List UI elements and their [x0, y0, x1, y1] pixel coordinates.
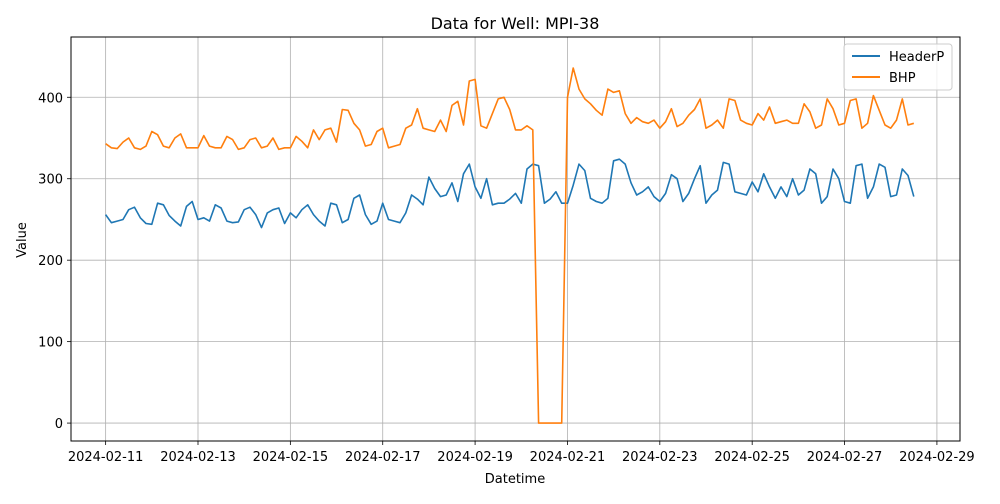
legend-label-bhp: BHP	[889, 71, 916, 86]
x-tick-label: 2024-02-13	[160, 450, 236, 465]
legend-label-headerp: HeaderP	[889, 50, 944, 65]
y-tick-label: 100	[38, 336, 63, 351]
y-tick-label: 400	[38, 91, 63, 106]
y-axis-label: Value	[15, 222, 30, 258]
y-tick-label: 300	[38, 173, 63, 188]
x-tick-label: 2024-02-29	[899, 450, 975, 465]
series-line-bhp	[105, 67, 915, 424]
grid	[71, 37, 960, 441]
x-tick-label: 2024-02-11	[68, 450, 144, 465]
chart-title: Data for Well: MPI-38	[431, 14, 600, 33]
x-tick-label: 2024-02-15	[253, 450, 329, 465]
x-tick-label: 2024-02-19	[437, 450, 513, 465]
series-layer	[104, 67, 915, 424]
legend: HeaderP BHP	[843, 43, 953, 91]
x-tick-label: 2024-02-23	[622, 450, 698, 465]
series-line-headerp	[104, 158, 915, 229]
y-tick-label: 200	[38, 254, 63, 269]
y-tick-label: 0	[55, 417, 63, 432]
x-tick-label: 2024-02-17	[345, 450, 421, 465]
x-tick-label: 2024-02-25	[714, 450, 790, 465]
x-axis-label: Datetime	[485, 472, 545, 487]
plot-frame	[70, 36, 961, 442]
x-tick-label: 2024-02-21	[530, 450, 606, 465]
x-tick-label: 2024-02-27	[807, 450, 883, 465]
y-axis-ticks: 0 100 200 300 400	[38, 91, 71, 432]
x-axis-ticks: 2024-02-11 2024-02-13 2024-02-15 2024-02-17…	[68, 441, 975, 465]
